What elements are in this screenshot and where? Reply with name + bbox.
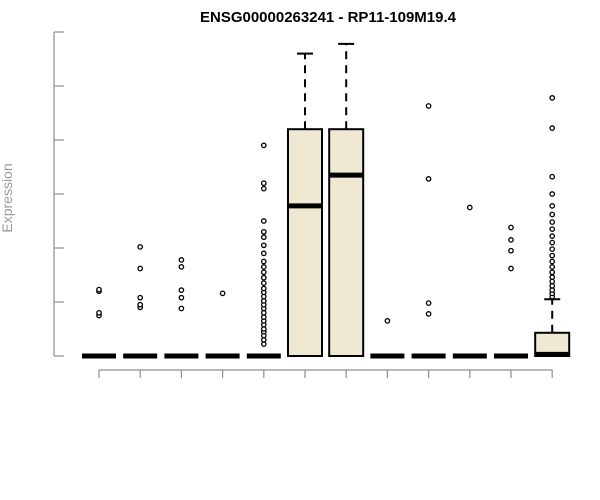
outlier-point — [549, 211, 556, 218]
outlier-point — [549, 191, 556, 197]
outlier-point — [549, 219, 556, 225]
outlier-point — [549, 264, 556, 270]
box-group-breast — [164, 257, 199, 359]
box-group-bladder — [82, 286, 116, 359]
outlier-point — [260, 180, 267, 187]
outlier-point — [425, 176, 432, 182]
outlier-point — [178, 257, 185, 263]
outlier-point — [549, 173, 556, 180]
outlier-point — [549, 274, 556, 281]
outlier-point — [96, 286, 102, 293]
outlier-point — [260, 250, 267, 257]
outlier-point — [549, 269, 556, 276]
box-group-gastric — [205, 290, 240, 359]
outlier-point — [549, 203, 556, 209]
box-group-pancreas — [411, 103, 446, 359]
outlier-point — [425, 103, 432, 109]
box-group-kidney — [287, 52, 323, 357]
box-group-brain — [123, 244, 158, 359]
box-group-prostate — [452, 204, 487, 359]
outlier-point — [549, 226, 556, 232]
box-group-lung — [370, 318, 405, 359]
outlier-point — [508, 247, 514, 254]
outlier-point — [260, 269, 267, 276]
outlier-point — [260, 218, 267, 224]
marks-layer — [82, 42, 571, 359]
outlier-point — [260, 264, 267, 270]
outlier-point — [137, 301, 144, 308]
outlier-point — [260, 142, 267, 149]
outlier-point — [466, 204, 473, 211]
box-group-skin — [494, 224, 528, 359]
outlier-point — [260, 285, 267, 292]
outlier-point — [178, 264, 185, 270]
outlier-point — [549, 246, 556, 252]
outlier-point — [137, 294, 144, 301]
outlier-point — [549, 239, 556, 246]
outlier-point — [425, 311, 432, 317]
outlier-point — [260, 258, 267, 265]
outlier-point — [178, 294, 185, 301]
outlier-point — [178, 287, 185, 293]
box-group-unknown-other — [534, 95, 571, 357]
outlier-point — [260, 274, 267, 281]
outlier-point — [137, 265, 144, 272]
outlier-point — [508, 237, 514, 243]
outlier-point — [137, 244, 144, 250]
outlier-point — [178, 305, 185, 312]
outlier-point — [260, 185, 267, 192]
axes-layer — [53, 31, 553, 378]
outlier-point — [96, 309, 102, 316]
box — [287, 128, 323, 357]
chart-title: ENSG00000263241 - RP11-109M19.4 — [200, 9, 457, 26]
outlier-point — [549, 95, 556, 101]
box — [328, 128, 365, 357]
box-group-liver — [328, 42, 365, 357]
outlier-point — [219, 290, 226, 297]
box-group-hematopoietic-cells — [246, 142, 281, 359]
outlier-point — [549, 252, 556, 259]
outlier-point — [425, 300, 432, 306]
outlier-point — [260, 242, 267, 249]
outlier-point — [508, 265, 514, 272]
outlier-point — [549, 258, 556, 265]
outlier-point — [384, 318, 391, 324]
y-axis-label: Expression — [0, 163, 15, 232]
outlier-point — [260, 280, 267, 286]
outlier-point — [549, 233, 556, 239]
outlier-point — [260, 234, 267, 241]
outlier-point — [549, 125, 556, 131]
outlier-point — [260, 228, 267, 235]
outlier-point — [508, 224, 514, 231]
